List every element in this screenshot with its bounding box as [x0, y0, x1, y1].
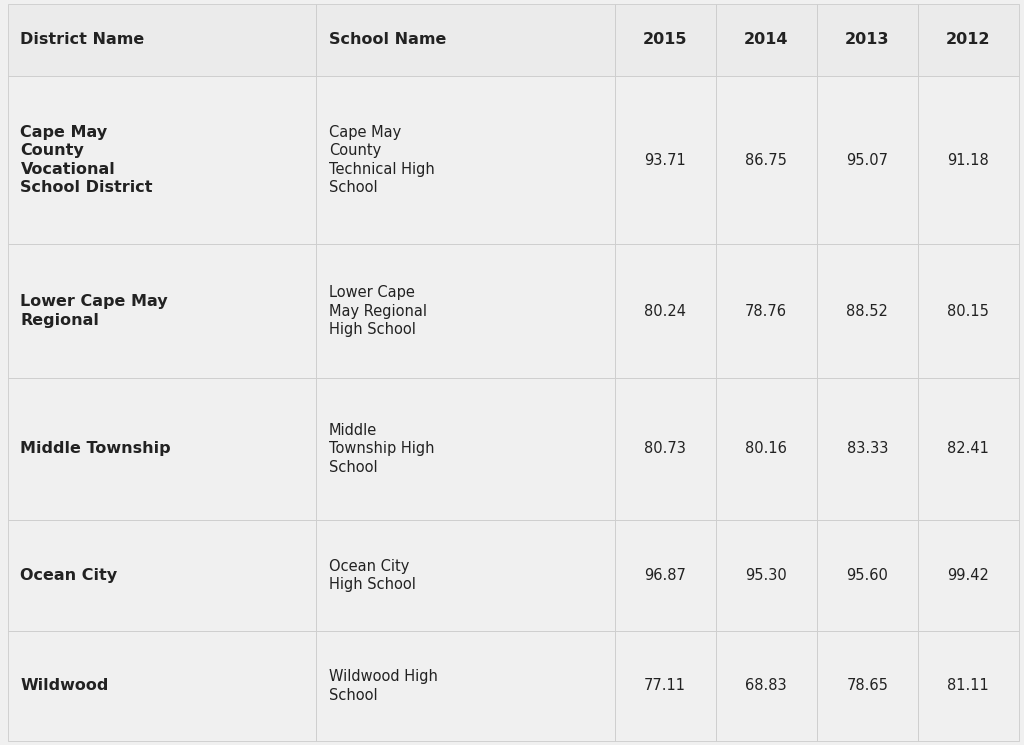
- Text: 68.83: 68.83: [745, 679, 787, 694]
- Text: 2013: 2013: [845, 32, 890, 47]
- Text: 88.52: 88.52: [847, 303, 888, 319]
- Bar: [817, 4, 918, 76]
- Text: 78.76: 78.76: [745, 303, 787, 319]
- Bar: [918, 520, 1019, 630]
- Bar: [8, 76, 316, 244]
- Text: 86.75: 86.75: [745, 153, 787, 168]
- Bar: [918, 244, 1019, 378]
- Bar: [817, 520, 918, 630]
- Text: Lower Cape May
Regional: Lower Cape May Regional: [20, 294, 168, 328]
- Bar: [918, 630, 1019, 741]
- Text: Middle
Township High
School: Middle Township High School: [329, 423, 434, 475]
- Text: 80.73: 80.73: [644, 441, 686, 457]
- Text: 91.18: 91.18: [947, 153, 989, 168]
- Text: 2012: 2012: [946, 32, 990, 47]
- Text: 96.87: 96.87: [644, 568, 686, 583]
- Bar: [8, 520, 316, 630]
- Text: Wildwood High
School: Wildwood High School: [329, 669, 437, 703]
- Bar: [716, 630, 817, 741]
- Bar: [716, 378, 817, 520]
- Text: 95.60: 95.60: [847, 568, 888, 583]
- Bar: [716, 520, 817, 630]
- Bar: [8, 630, 316, 741]
- Bar: [716, 4, 817, 76]
- Bar: [8, 4, 316, 76]
- Text: 81.11: 81.11: [947, 679, 989, 694]
- Bar: [918, 378, 1019, 520]
- Bar: [316, 630, 614, 741]
- Text: 95.07: 95.07: [846, 153, 888, 168]
- Bar: [316, 520, 614, 630]
- Text: 93.71: 93.71: [644, 153, 686, 168]
- Bar: [614, 244, 716, 378]
- Bar: [918, 4, 1019, 76]
- Bar: [817, 630, 918, 741]
- Text: 78.65: 78.65: [847, 679, 888, 694]
- Text: 2015: 2015: [643, 32, 687, 47]
- Text: Wildwood: Wildwood: [20, 679, 109, 694]
- Text: School Name: School Name: [329, 32, 446, 47]
- Text: District Name: District Name: [20, 32, 144, 47]
- Bar: [8, 244, 316, 378]
- Bar: [817, 378, 918, 520]
- Bar: [716, 244, 817, 378]
- Text: 83.33: 83.33: [847, 441, 888, 457]
- Text: 95.30: 95.30: [745, 568, 787, 583]
- Bar: [716, 76, 817, 244]
- Text: Cape May
County
Vocational
School District: Cape May County Vocational School Distri…: [20, 124, 153, 195]
- Text: 2014: 2014: [744, 32, 788, 47]
- Text: 77.11: 77.11: [644, 679, 686, 694]
- Bar: [8, 378, 316, 520]
- Text: Cape May
County
Technical High
School: Cape May County Technical High School: [329, 124, 434, 195]
- Text: 80.15: 80.15: [947, 303, 989, 319]
- Text: Ocean City
High School: Ocean City High School: [329, 559, 416, 592]
- Text: 82.41: 82.41: [947, 441, 989, 457]
- Bar: [817, 244, 918, 378]
- Bar: [614, 520, 716, 630]
- Text: 80.16: 80.16: [745, 441, 787, 457]
- Text: Ocean City: Ocean City: [20, 568, 118, 583]
- Text: 80.24: 80.24: [644, 303, 686, 319]
- Bar: [316, 4, 614, 76]
- Bar: [614, 4, 716, 76]
- Bar: [614, 630, 716, 741]
- Bar: [614, 76, 716, 244]
- Bar: [918, 76, 1019, 244]
- Bar: [316, 244, 614, 378]
- Text: Middle Township: Middle Township: [20, 441, 171, 457]
- Bar: [316, 378, 614, 520]
- Text: Lower Cape
May Regional
High School: Lower Cape May Regional High School: [329, 285, 427, 337]
- Bar: [614, 378, 716, 520]
- Bar: [316, 76, 614, 244]
- Bar: [817, 76, 918, 244]
- Text: 99.42: 99.42: [947, 568, 989, 583]
